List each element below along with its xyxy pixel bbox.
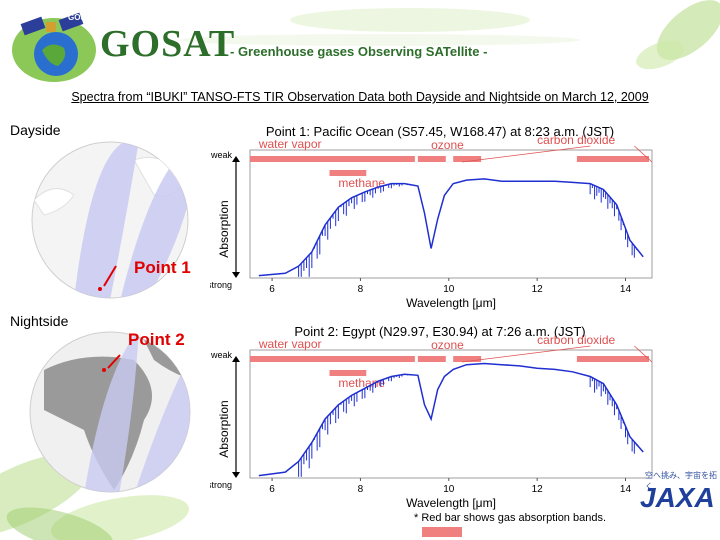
band-carbon-dioxide (576, 156, 649, 162)
y-arrow-head-bottom (232, 272, 240, 278)
band-label-ozone: ozone (431, 138, 464, 152)
band-label-methane: methane (338, 176, 385, 190)
x-tick-label: 12 (532, 484, 544, 495)
co2-arrow-left (461, 145, 591, 163)
x-tick-label: 14 (620, 284, 632, 295)
band-water-vapor (250, 356, 415, 362)
point2-label: Point 2 (128, 330, 185, 349)
footnote-band-swatch (422, 527, 462, 537)
globe-dayside (31, 141, 189, 299)
logo-text: GOSAT (68, 13, 96, 22)
gosat-logo: GOSAT (12, 12, 96, 82)
x-tick-label: 10 (443, 484, 455, 495)
jaxa-tagline: 空へ挑み、宇宙を拓く (645, 471, 717, 491)
band-ozone (453, 156, 482, 162)
band-label-carbon-dioxide: carbon dioxide (537, 133, 615, 147)
dayside-label: Dayside (10, 122, 61, 138)
absorption-lines (298, 374, 638, 477)
globe-nightside (29, 331, 191, 493)
chart-title: Point 1: Pacific Ocean (S57.45, W168.47)… (266, 124, 614, 139)
y-arrow-head-top (232, 156, 240, 162)
band-methane (329, 370, 367, 376)
x-tick-label: 8 (358, 484, 364, 495)
x-tick-label: 8 (358, 284, 364, 295)
x-tick-label: 12 (532, 284, 544, 295)
x-tick-label: 14 (620, 484, 632, 495)
y-axis-label: Absorption (217, 400, 231, 457)
y-top-label: weak (210, 350, 232, 360)
band-ozone (417, 156, 446, 162)
band-label-carbon-dioxide: carbon dioxide (537, 333, 615, 347)
page-title-sub: - Greenhouse gases Observing SATellite - (230, 44, 488, 59)
y-bottom-label: strong (210, 480, 232, 490)
chart-title: Point 2: Egypt (N29.97, E30.94) at 7:26 … (294, 324, 585, 339)
y-bottom-label: strong (210, 280, 232, 290)
absorption-lines (298, 183, 638, 277)
band-label-ozone: ozone (431, 338, 464, 352)
spectrum-line (258, 362, 644, 477)
spectrum-line (258, 178, 644, 277)
band-ozone (417, 356, 446, 362)
page-title: GOSAT (100, 23, 236, 65)
band-label-methane: methane (338, 376, 385, 390)
point1-label: Point 1 (134, 258, 191, 277)
x-axis-label: Wavelength [μm] (406, 496, 496, 510)
co2-arrow-right (634, 145, 653, 163)
x-tick-label: 10 (443, 284, 455, 295)
plot-area (249, 349, 653, 479)
nightside-label: Nightside (10, 313, 69, 329)
y-arrow-head-bottom (232, 472, 240, 478)
jaxa-logo: JAXA (640, 482, 715, 513)
spectrum-chart-point2: Point 2: Egypt (N29.97, E30.94) at 7:26 … (210, 324, 653, 510)
y-arrow-head-top (232, 356, 240, 362)
band-ozone (453, 356, 482, 362)
co2-arrow-left (461, 345, 591, 363)
plot-area (249, 149, 653, 279)
co2-arrow-right (634, 345, 653, 363)
y-top-label: weak (210, 150, 232, 160)
band-water-vapor (250, 156, 415, 162)
slide-subtitle: Spectra from “IBUKI” TANSO-FTS TIR Obser… (71, 90, 649, 104)
band-label-water-vapor: water vapor (258, 137, 322, 151)
x-axis-label: Wavelength [μm] (406, 296, 496, 310)
y-axis-label: Absorption (217, 200, 231, 257)
x-tick-label: 6 (269, 284, 275, 295)
footnote: * Red bar shows gas absorption bands. (414, 512, 607, 524)
band-label-water-vapor: water vapor (258, 337, 322, 351)
x-tick-label: 6 (269, 484, 275, 495)
band-carbon-dioxide (576, 356, 649, 362)
band-methane (329, 170, 367, 176)
spectrum-chart-point1: Point 1: Pacific Ocean (S57.45, W168.47)… (210, 124, 653, 310)
